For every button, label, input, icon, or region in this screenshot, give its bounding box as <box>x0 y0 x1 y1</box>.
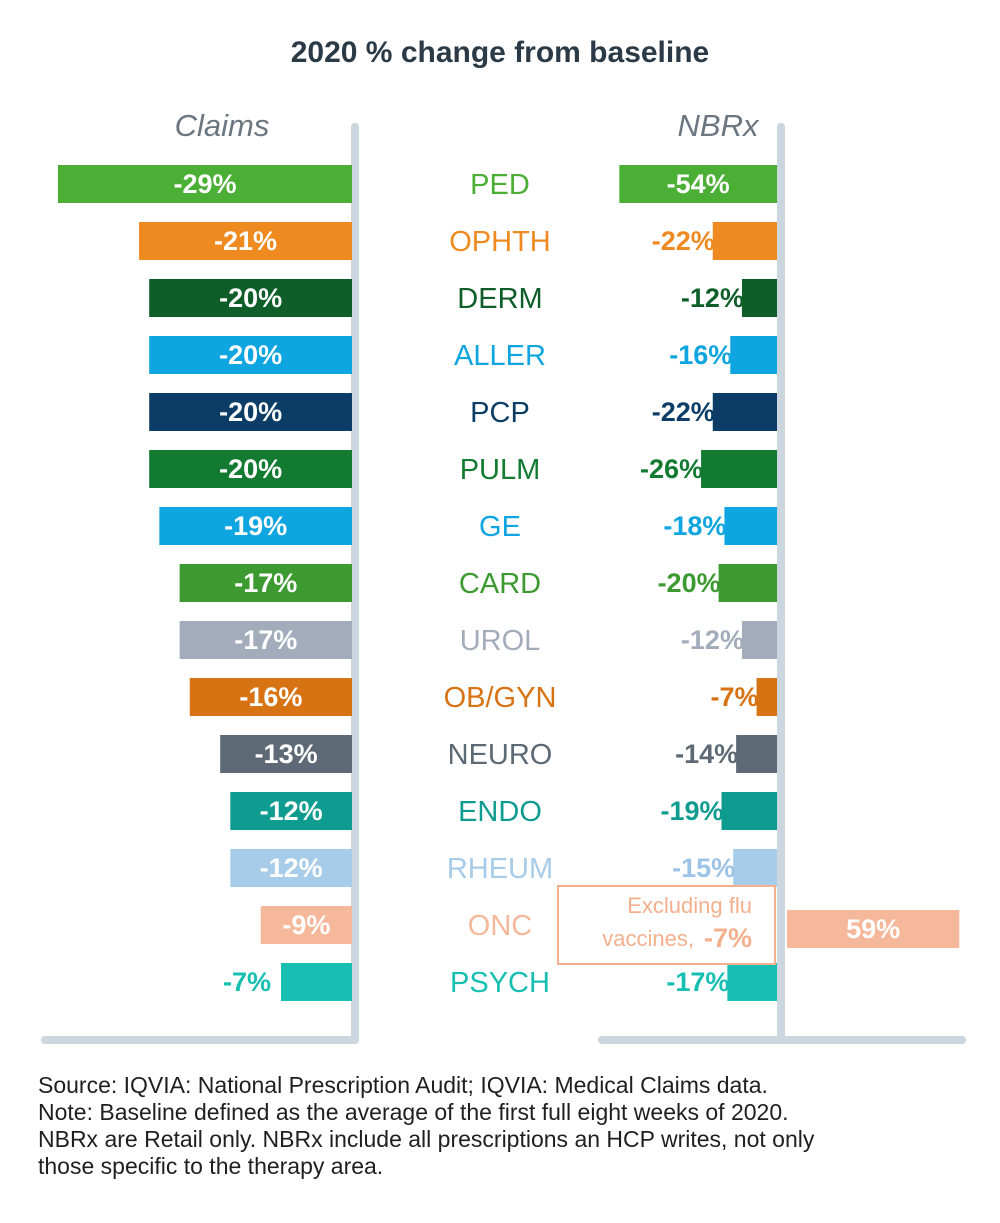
chart: Claims NBRx -29% PED -54% -21% OPHTH -22% -20% DE… <box>41 108 966 1044</box>
footer-note-nbrx: NBRx are Retail only. NBRx include all p… <box>38 1126 815 1152</box>
chart-title: 2020 % change from baseline <box>290 36 710 69</box>
nbrx-bar-ob-gyn <box>756 678 777 716</box>
claims-bar-aller <box>149 336 352 374</box>
claims-label-ob-gyn: -16% <box>239 682 302 712</box>
category-label-ge: GE <box>479 511 521 543</box>
claims-label-ophth: -21% <box>214 226 277 256</box>
nbrx-label-endo: -19% <box>660 796 723 826</box>
category-label-pulm: PULM <box>460 454 541 486</box>
claims-bar-urol <box>179 621 352 659</box>
onc-annotation-value: -7% <box>704 923 752 953</box>
claims-bar-endo <box>230 792 352 830</box>
category-label-ped: PED <box>470 169 530 201</box>
category-label-aller: ALLER <box>454 340 546 372</box>
nbrx-bar-derm <box>741 279 777 317</box>
onc-annotation-line1: Excluding flu <box>627 893 752 918</box>
nbrx-bar-pcp <box>712 393 777 431</box>
claims-bar-psych <box>281 963 352 1001</box>
nbrx-bar-ophth <box>712 222 777 260</box>
nbrx-label-ophth: -22% <box>652 226 715 256</box>
claims-bar-card <box>179 564 352 602</box>
claims-label-aller: -20% <box>219 340 282 370</box>
claims-header: Claims <box>175 108 270 143</box>
claims-label-ped: -29% <box>173 169 236 199</box>
nbrx-bar-urol <box>741 621 777 659</box>
category-label-pcp: PCP <box>470 397 530 429</box>
claims-label-pcp: -20% <box>219 397 282 427</box>
category-label-urol: UROL <box>460 625 541 657</box>
nbrx-bar-ge <box>724 507 777 545</box>
nbrx-bar-card <box>718 564 777 602</box>
claims-bar-rheum <box>230 849 352 887</box>
claims-label-card: -17% <box>234 568 297 598</box>
nbrx-bar-ped <box>619 165 777 203</box>
nbrx-label-psych: -17% <box>666 967 729 997</box>
onc-annotation-box <box>557 885 776 965</box>
category-label-neuro: NEURO <box>448 739 553 771</box>
category-label-rheum: RHEUM <box>447 853 553 885</box>
claims-label-derm: -20% <box>219 283 282 313</box>
claims-bar-onc <box>260 906 352 944</box>
claims-bar-ped <box>57 165 352 203</box>
nbrx-bar-onc <box>787 910 960 948</box>
claims-bar-derm <box>149 279 352 317</box>
nbrx-bar-endo <box>721 792 777 830</box>
category-label-psych: PSYCH <box>450 967 550 999</box>
nbrx-label-derm: -12% <box>681 283 744 313</box>
category-label-derm: DERM <box>457 283 542 315</box>
claims-label-endo: -12% <box>260 796 323 826</box>
claims-bar-ob-gyn <box>189 678 352 716</box>
claims-label-neuro: -13% <box>255 739 318 769</box>
nbrx-label-pcp: -22% <box>652 397 715 427</box>
claims-bar-pulm <box>149 450 352 488</box>
nbrx-label-onc: 59% <box>846 914 900 944</box>
claims-label-ge: -19% <box>224 511 287 541</box>
nbrx-label-aller: -16% <box>669 340 732 370</box>
nbrx-label-rheum: -15% <box>672 853 735 883</box>
claims-bar-neuro <box>220 735 352 773</box>
onc-annotation-line2: vaccines, <box>602 926 694 951</box>
category-label-onc: ONC <box>468 910 532 942</box>
nbrx-label-ped: -54% <box>667 169 730 199</box>
category-label-endo: ENDO <box>458 796 542 828</box>
footer-notes: Source: IQVIA: National Prescription Aud… <box>38 1072 978 1180</box>
category-label-ob-gyn: OB/GYN <box>444 682 557 714</box>
nbrx-label-ob-gyn: -7% <box>711 682 759 712</box>
claims-bar-ophth <box>139 222 352 260</box>
nbrx-label-pulm: -26% <box>640 454 703 484</box>
claims-label-onc: -9% <box>282 910 330 940</box>
nbrx-bar-psych <box>727 963 777 1001</box>
claims-bar-ge <box>159 507 352 545</box>
claims-label-psych: -7% <box>223 967 271 997</box>
nbrx-header: NBRx <box>678 108 760 143</box>
nbrx-bar-aller <box>730 336 777 374</box>
nbrx-bar-rheum <box>733 849 777 887</box>
nbrx-label-card: -20% <box>658 568 721 598</box>
category-label-card: CARD <box>459 568 541 600</box>
nbrx-label-ge: -18% <box>663 511 726 541</box>
nbrx-label-urol: -12% <box>681 625 744 655</box>
footer-note-scope: those specific to the therapy area. <box>38 1153 384 1179</box>
claims-label-rheum: -12% <box>260 853 323 883</box>
claims-bar-pcp <box>149 393 352 431</box>
nbrx-bar-neuro <box>736 735 777 773</box>
claims-label-urol: -17% <box>234 625 297 655</box>
footer-source: Source: IQVIA: National Prescription Aud… <box>38 1072 768 1098</box>
nbrx-bar-pulm <box>701 450 777 488</box>
nbrx-label-neuro: -14% <box>675 739 738 769</box>
category-label-ophth: OPHTH <box>449 226 551 258</box>
claims-label-pulm: -20% <box>219 454 282 484</box>
footer-note-baseline: Note: Baseline defined as the average of… <box>38 1099 789 1125</box>
